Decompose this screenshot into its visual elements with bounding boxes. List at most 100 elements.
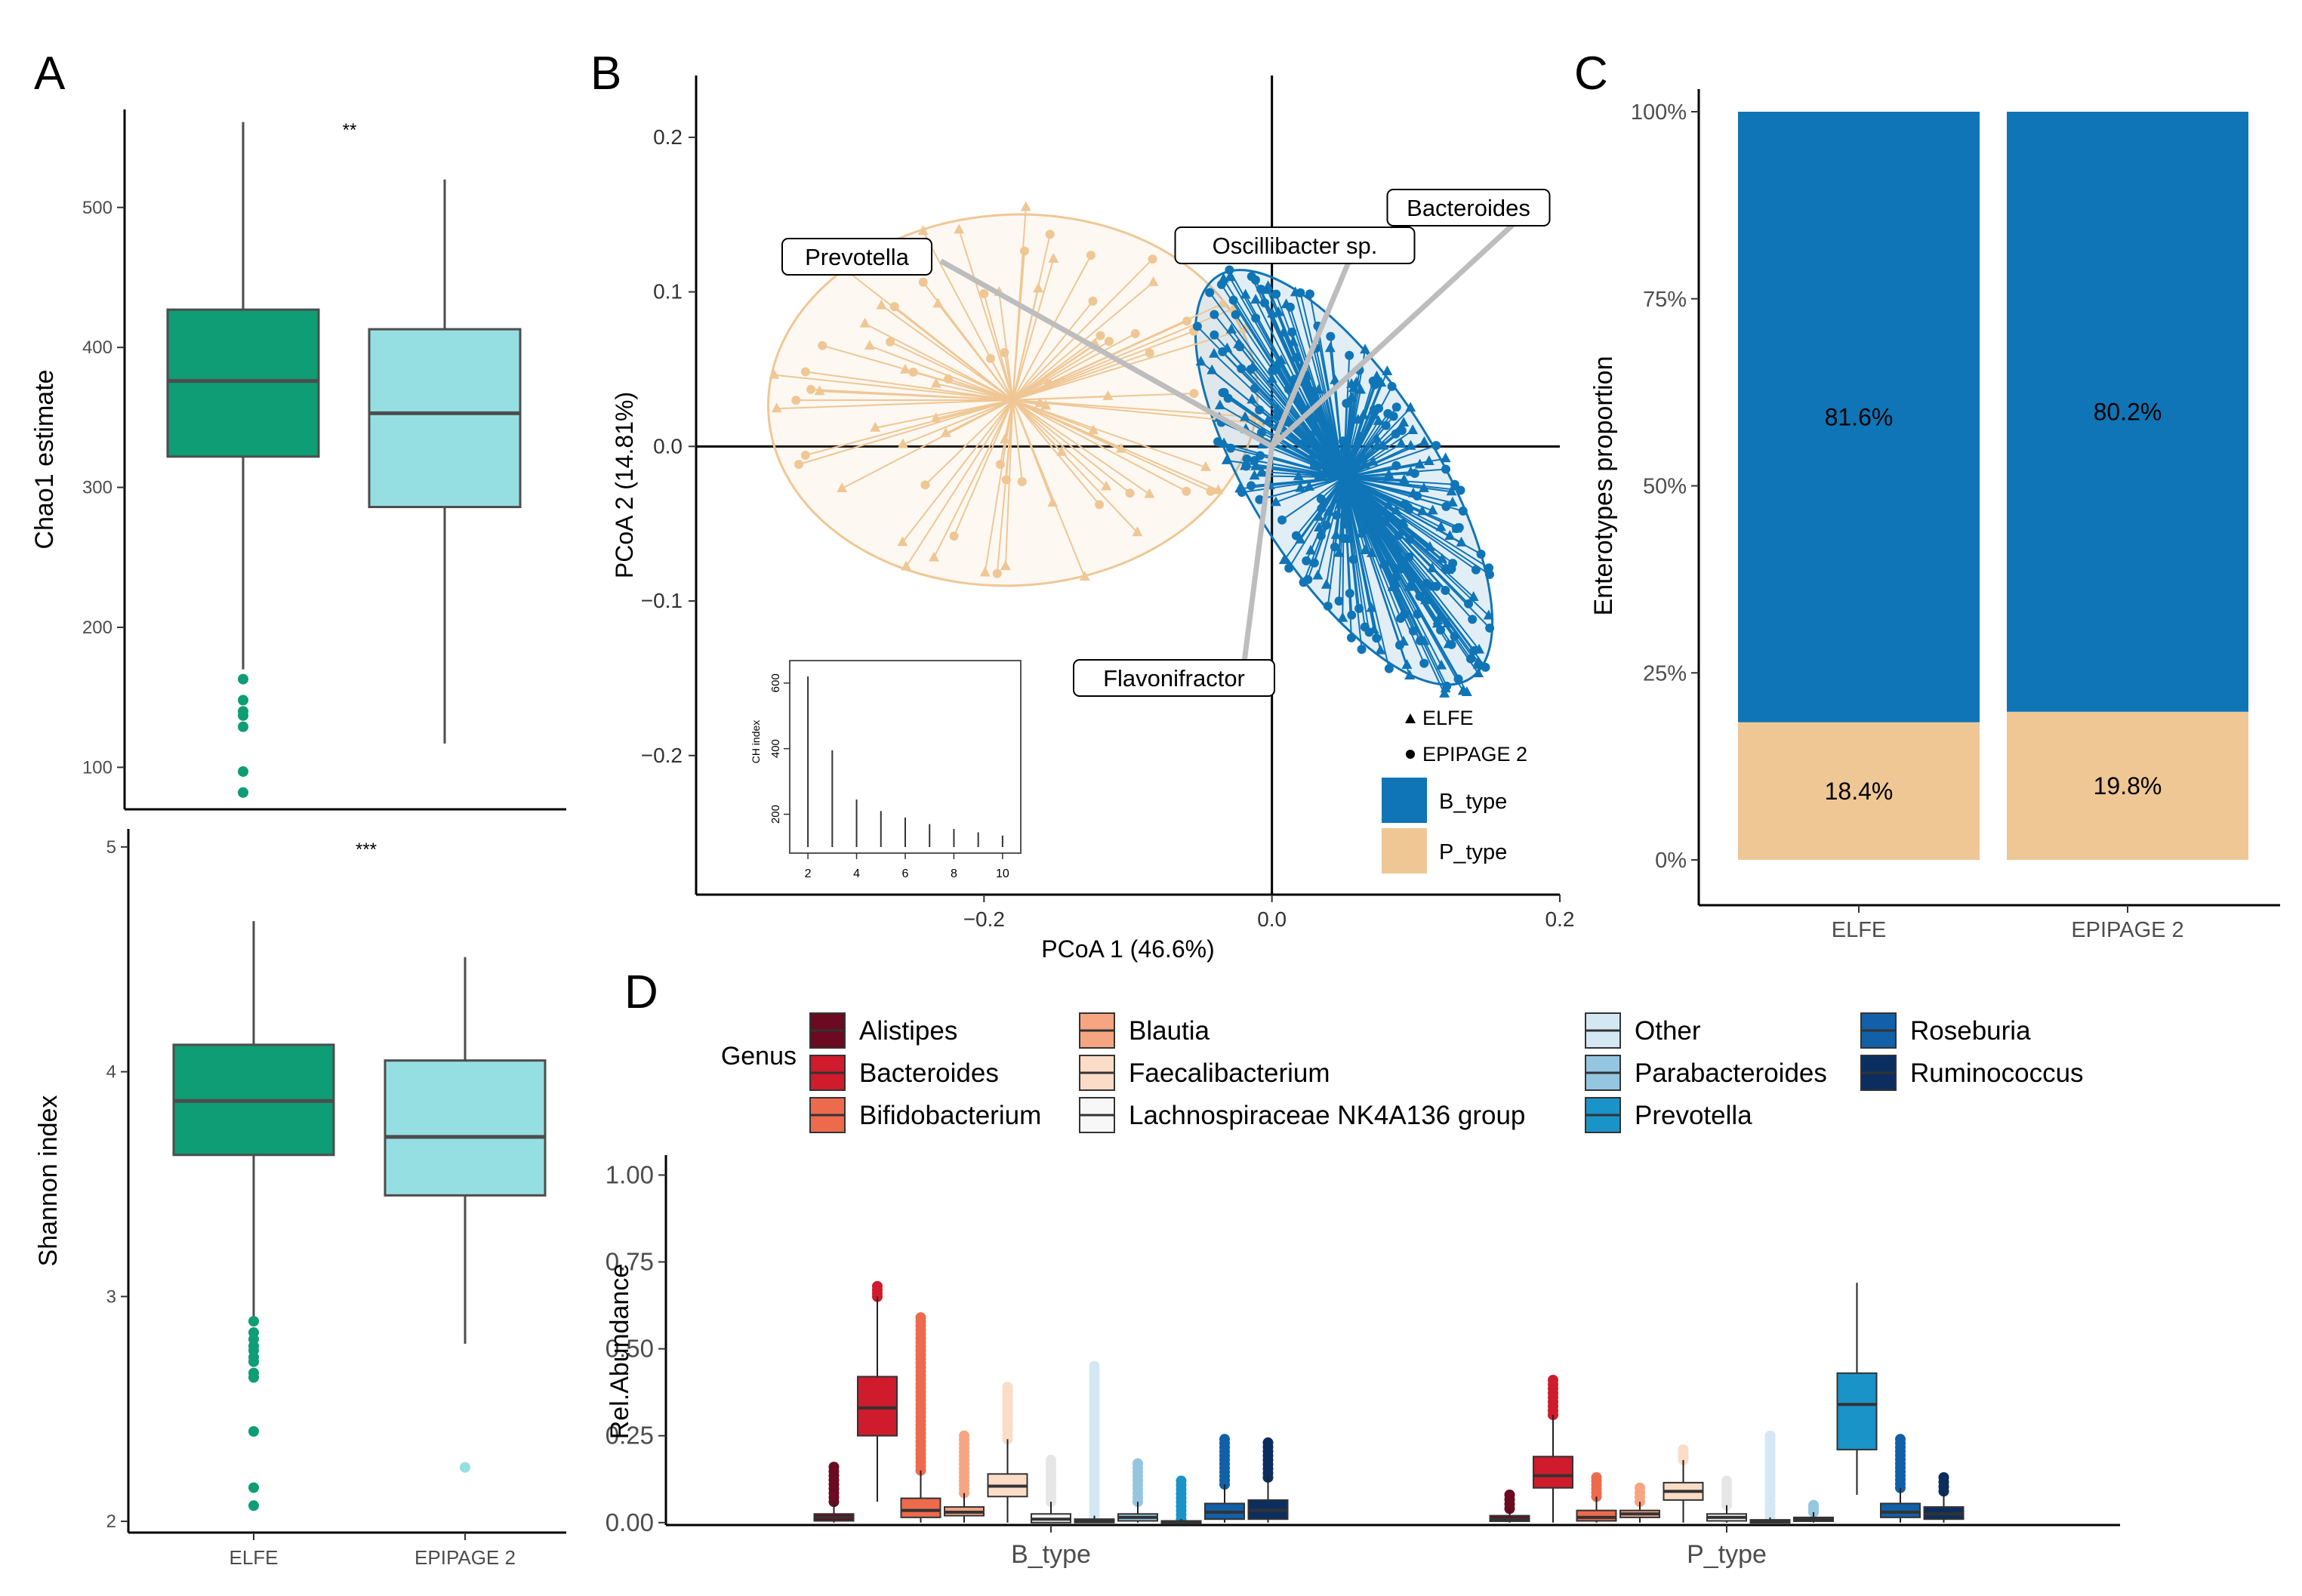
sample-point-elfe [1333,547,1345,557]
cluster-spoke [1343,476,1464,512]
sample-point-elfe [1407,424,1419,435]
y-tick-label: 4 [106,1062,116,1083]
cluster-spoke [1012,399,1187,492]
sample-point-epipage2 [818,340,827,350]
y-tick-label: 0.2 [653,125,683,149]
x-tick-label: EPIPAGE 2 [414,1546,516,1569]
sample-point-elfe [1405,402,1416,412]
sample-point-elfe [1483,609,1494,620]
sample-point-elfe [1451,522,1462,533]
sample-point-elfe [1414,458,1425,469]
sample-point-elfe [769,368,780,379]
box-outlier-point [959,1430,969,1441]
sample-point-epipage2 [1302,556,1311,565]
sample-point-epipage2 [1255,405,1265,414]
sample-point-epipage2 [1226,443,1236,453]
y-tick-label: 0.0 [653,434,683,458]
sample-point-elfe [1290,286,1301,297]
genus-vector [1270,212,1526,448]
sample-point-epipage2 [1458,506,1468,516]
sample-point-elfe [1382,365,1393,376]
sample-point-epipage2 [1345,589,1354,599]
cluster-spoke [1343,476,1406,615]
sample-point-epipage2 [1218,388,1228,398]
box-outlier-point [1262,1437,1274,1448]
cluster-spoke [1343,445,1437,479]
sample-point-elfe [1330,374,1341,384]
cluster-spoke [1343,476,1490,575]
cluster-spoke [1343,476,1449,624]
cluster-spoke [922,282,1014,401]
legend-circle-symbol [1406,750,1415,759]
legend-label-elfe: ELFE [1422,707,1474,729]
box-outlier-point [1938,1471,1949,1483]
cluster-spoke [1343,477,1375,630]
cluster-spoke [1267,289,1345,478]
sample-point-elfe [864,340,875,350]
cluster-spoke [1012,399,1139,533]
group-P_type [1489,1283,1965,1524]
inset-x-tick-label: 10 [996,867,1009,880]
box-body [857,1376,898,1437]
sample-point-epipage2 [949,531,959,541]
sample-point-elfe [1320,578,1332,589]
sample-point-epipage2 [1436,625,1446,635]
sample-point-epipage2 [1400,499,1410,509]
cluster-spoke [1343,476,1475,652]
legend-genus-label: Roseburia [1910,1016,2031,1046]
cluster-spoke [1343,476,1473,621]
y-tick-label: 1.00 [606,1160,654,1188]
cluster-spoke [1343,414,1375,478]
cluster-spoke [1255,317,1345,478]
sample-point-epipage2 [1309,558,1319,568]
sample-point-elfe [1324,342,1336,353]
sample-point-elfe [897,536,908,547]
sample-point-epipage2 [1381,421,1391,430]
box-body [1880,1502,1921,1518]
cluster-spoke [1012,399,1054,504]
cluster-spoke [1012,399,1023,482]
y-tick-label: 0.25 [606,1422,654,1450]
y-tick-label: 25% [1643,661,1687,686]
sample-point-epipage2 [1284,563,1294,573]
x-tick-label: 0.0 [1257,907,1287,931]
cluster-spoke [1343,476,1464,692]
cluster-spoke [1343,430,1413,479]
sample-point-elfe [1221,454,1232,464]
sample-point-elfe [1457,685,1468,695]
cluster-spoke [1329,348,1345,478]
sample-point-epipage2 [1317,504,1327,513]
cluster-spoke [805,399,1013,456]
sample-point-elfe [1312,569,1324,580]
cluster-spoke [1012,320,1188,401]
box-outlier-point [1591,1471,1602,1483]
sample-point-elfe [1209,347,1220,358]
cluster-spoke [1313,476,1345,563]
sample-point-elfe [1200,461,1211,471]
bar-data-label: 80.2% [2094,398,2162,425]
sample-point-elfe [954,223,965,234]
box-outlier-point [1721,1475,1732,1487]
sample-point-elfe [1214,399,1225,410]
box-outlier-point [1089,1360,1100,1372]
sample-point-elfe [837,482,848,493]
sample-point-epipage2 [1481,662,1490,672]
sample-point-epipage2 [1095,500,1105,510]
sample-point-epipage2 [1255,495,1265,504]
genus-label-box [1073,659,1275,697]
sample-point-epipage2 [889,302,899,312]
bar-segment-P_type [2007,711,2248,860]
genus-vector-label: Oscillibacter sp. [1213,233,1378,259]
x-tick-label: ELFE [1832,918,1887,942]
sample-point-elfe [1355,384,1367,394]
sample-point-elfe [1436,659,1447,670]
cluster-spoke [1012,393,1194,401]
cluster-spoke [935,383,1013,401]
cluster-spoke [805,371,1013,401]
sample-point-elfe [1472,658,1484,669]
sample-point-elfe [1357,409,1369,420]
sample-point-epipage2 [1339,519,1349,529]
sample-point-epipage2 [1125,488,1135,498]
sample-point-epipage2 [1225,265,1234,275]
sample-point-elfe [1102,390,1114,400]
